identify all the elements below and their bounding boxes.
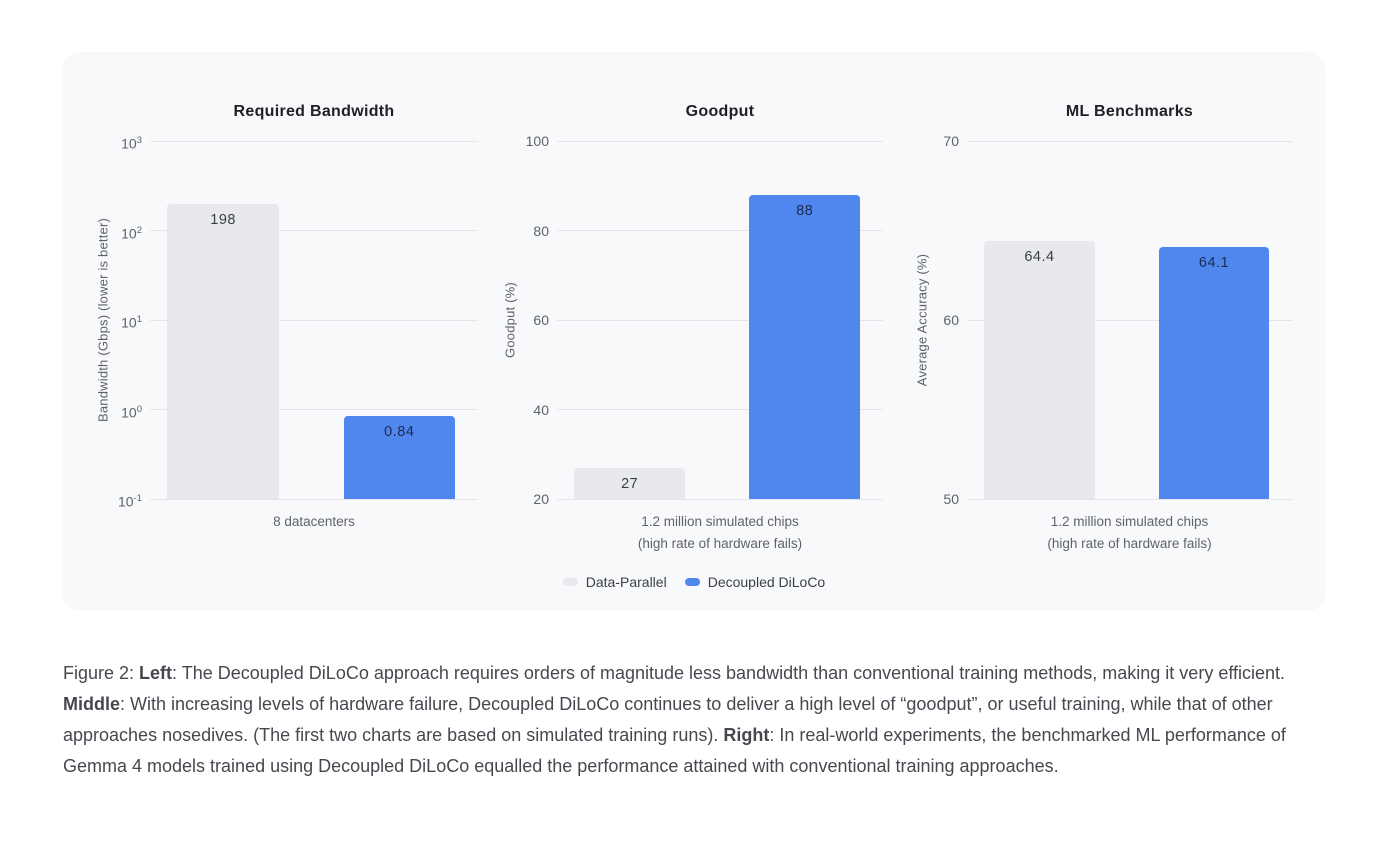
caption-text: : With increasing levels of hardware fai… [63,694,1273,745]
y-tick-label: 101 [121,314,142,331]
bar-value-label: 88 [796,203,814,219]
y-tick-label: 100 [525,133,549,149]
caption-text: Figure 2: [63,663,140,683]
gridline [557,230,883,231]
x-category-line: (high rate of hardware fails) [637,536,803,551]
plot-area-required-bandwidth: 103 102 101 100 10-1 198 0.84 [118,135,478,510]
legend-item-decoupled-diloco: Decoupled DiLoCo [684,574,826,590]
decoupled-diloco-swatch-icon [684,578,700,586]
legend-label-data-parallel: Data-Parallel [585,574,667,590]
bar-value-label: 64.4 [1024,249,1055,265]
gridline [557,409,883,410]
y-tick-label: 80 [533,222,549,239]
gridline [557,498,883,500]
chart-title-required-bandwidth: Required Bandwidth [233,103,395,120]
bar-value-label: 0.84 [384,424,415,440]
gridline [967,319,1292,321]
gridline [150,409,478,410]
gridline [557,319,883,321]
figure-caption: Figure 2: Left: The Decoupled DiLoCo app… [63,658,1321,782]
caption-bold-text: Middle [63,694,120,714]
legend-label-decoupled-diloco: Decoupled DiLoCo [707,574,826,590]
chart-title-ml-benchmarks: ML Benchmarks [1065,103,1194,120]
gridline [557,140,883,142]
y-tick-label: 70 [943,133,959,149]
y-tick-label: 10-1 [117,493,142,510]
x-category-line: 8 datacenters [273,514,355,529]
data-parallel-swatch-icon [562,578,578,586]
gridline [150,498,478,500]
chart-legend: Data-Parallel Decoupled DiLoCo [62,574,1326,590]
bar-decoupled-diloco: 0.84 [343,416,456,499]
bar-decoupled-diloco: 64.1 [1158,247,1270,499]
gridline [967,498,1292,500]
caption-text: : In real-world experiments, the benchma… [63,725,1286,776]
bar-value-label: 27 [621,476,639,492]
caption-text: : The Decoupled DiLoCo approach requires… [172,663,1286,683]
gridline [967,140,1292,142]
caption-bold-text: Left [139,663,173,683]
y-tick-label: 100 [121,403,142,421]
bar-decoupled-diloco: 88 [749,195,861,499]
y-tick-label: 103 [121,135,142,152]
gridline [150,319,478,321]
y-tick-label: 60 [943,312,959,328]
x-category-line: (high rate of hardware fails) [1047,536,1212,551]
y-tick-label: 102 [121,224,142,242]
x-category-label-datacenters: 8 datacenters [150,511,478,533]
x-category-line: 1.2 million simulated chips [641,514,799,529]
bar-data-parallel: 198 [167,204,279,499]
x-category-label-simulated-chips: 1.2 million simulated chips (high rate of… [557,511,883,555]
legend-item-data-parallel: Data-Parallel [562,574,667,590]
figure-card: Required Bandwidth Bandwidth (Gbps) (low… [62,52,1326,611]
bar-value-label: 198 [210,212,236,228]
bar-data-parallel: 64.4 [984,241,1095,499]
gridline [150,140,478,142]
chart-title-goodput: Goodput [685,103,755,120]
plot-area-goodput: 100 80 60 40 20 27 88 [526,133,883,507]
gridline [150,230,478,231]
bar-value-label: 64.1 [1198,255,1230,271]
x-category-line: 1.2 million simulated chips [1050,514,1209,529]
bar-data-parallel: 27 [574,468,686,499]
x-category-label-simulated-chips: 1.2 million simulated chips (high rate of… [967,511,1292,555]
y-tick-label: 50 [943,491,959,507]
caption-bold-text: Right [723,725,770,745]
plot-area-ml-benchmarks: 70 60 50 64.4 64.1 [943,133,1292,507]
y-tick-label: 20 [533,491,549,507]
y-tick-label: 40 [533,401,549,418]
y-tick-label: 60 [533,312,549,328]
